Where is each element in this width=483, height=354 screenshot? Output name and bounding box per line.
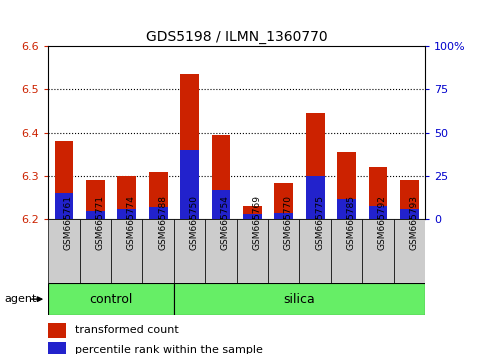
Text: silica: silica <box>284 293 315 306</box>
Bar <box>80 219 111 283</box>
Bar <box>306 113 325 219</box>
Bar <box>337 152 356 219</box>
Text: GSM665754: GSM665754 <box>221 195 230 250</box>
Bar <box>369 167 387 219</box>
Bar <box>394 219 425 283</box>
Bar <box>48 342 66 354</box>
Text: percentile rank within the sample: percentile rank within the sample <box>75 344 263 354</box>
Bar <box>142 219 174 283</box>
Bar <box>337 199 356 219</box>
Bar <box>55 141 73 219</box>
Bar <box>306 176 325 219</box>
Text: control: control <box>89 293 133 306</box>
Bar <box>274 212 293 219</box>
Bar <box>86 181 105 219</box>
Text: GSM665775: GSM665775 <box>315 195 324 250</box>
Bar <box>369 206 387 219</box>
Text: GSM665769: GSM665769 <box>253 195 261 250</box>
Bar <box>362 219 394 283</box>
Text: agent: agent <box>5 294 37 304</box>
Bar <box>174 283 425 315</box>
Bar <box>48 283 174 315</box>
Text: GSM665771: GSM665771 <box>96 195 104 250</box>
Bar <box>274 183 293 219</box>
Bar <box>400 181 419 219</box>
Bar <box>180 150 199 219</box>
Bar <box>86 211 105 219</box>
Bar <box>117 209 136 219</box>
Text: GSM665770: GSM665770 <box>284 195 293 250</box>
Bar <box>212 135 230 219</box>
Title: GDS5198 / ILMN_1360770: GDS5198 / ILMN_1360770 <box>146 30 327 44</box>
Text: GSM665793: GSM665793 <box>410 195 418 250</box>
Bar <box>331 219 362 283</box>
Text: GSM665788: GSM665788 <box>158 195 167 250</box>
Bar <box>180 74 199 219</box>
Bar <box>205 219 237 283</box>
Text: GSM665761: GSM665761 <box>64 195 73 250</box>
Bar <box>237 219 268 283</box>
Bar <box>149 207 168 219</box>
Text: GSM665750: GSM665750 <box>189 195 199 250</box>
Text: GSM665774: GSM665774 <box>127 195 136 250</box>
Text: transformed count: transformed count <box>75 325 178 336</box>
Bar <box>48 323 66 338</box>
Bar <box>400 209 419 219</box>
Bar <box>48 219 80 283</box>
Bar <box>268 219 299 283</box>
Text: GSM665792: GSM665792 <box>378 195 387 250</box>
Bar <box>55 194 73 219</box>
Bar <box>111 219 142 283</box>
Bar <box>149 172 168 219</box>
Bar <box>117 176 136 219</box>
Bar <box>243 206 262 219</box>
Bar <box>174 219 205 283</box>
Bar <box>243 214 262 219</box>
Text: GSM665785: GSM665785 <box>347 195 355 250</box>
Bar <box>212 190 230 219</box>
Bar <box>299 219 331 283</box>
